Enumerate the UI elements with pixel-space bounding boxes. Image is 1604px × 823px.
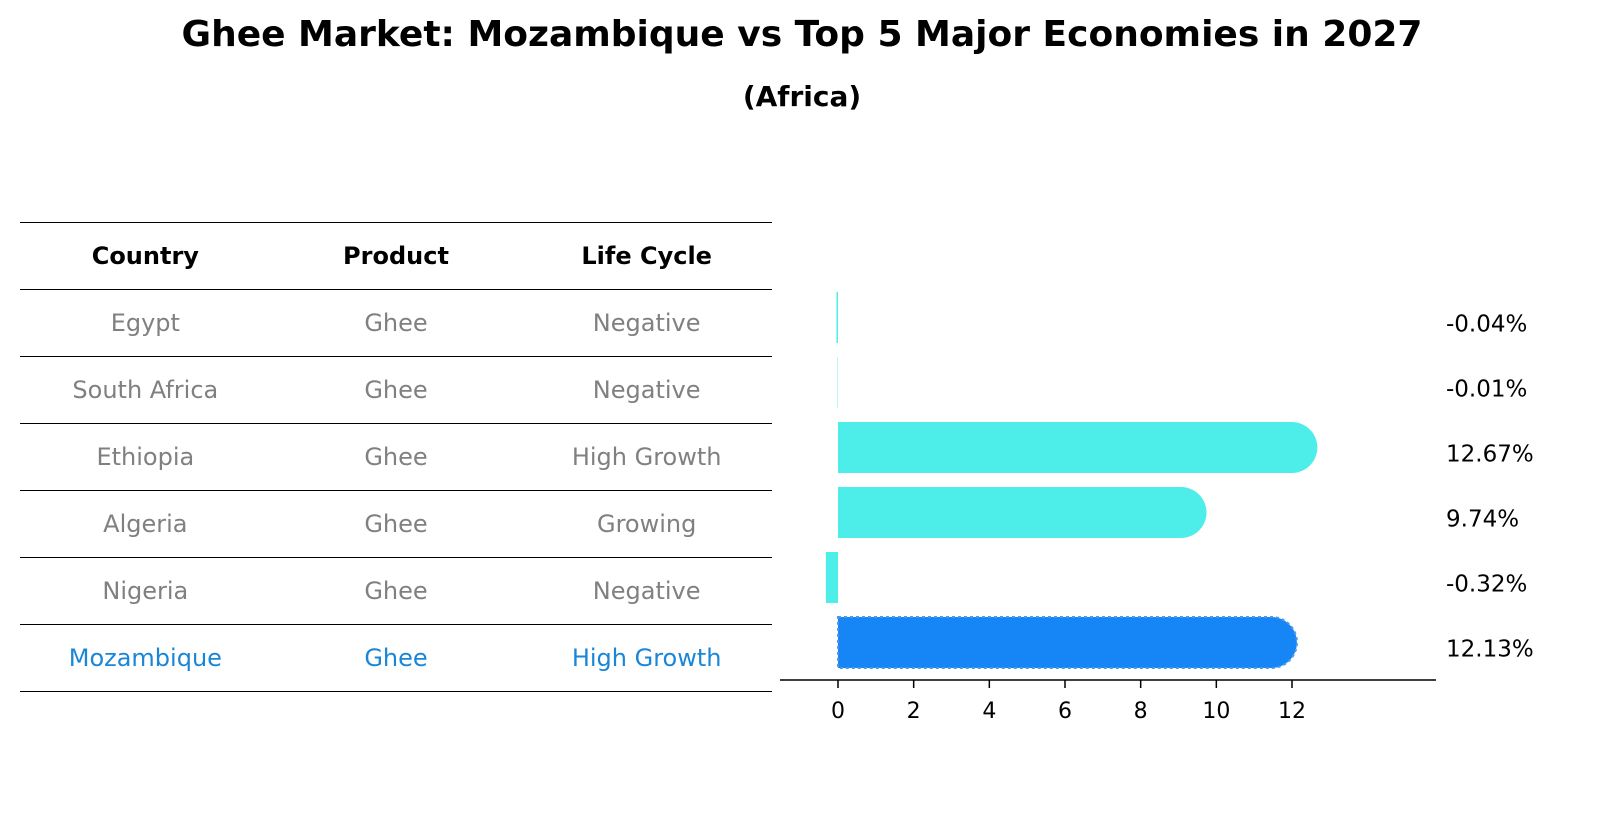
cell-product: Ghee	[270, 289, 522, 357]
cell-country: Egypt	[20, 289, 271, 357]
cell-product: Ghee	[270, 423, 522, 491]
cell-life-cycle: Negative	[521, 289, 772, 357]
x-tick-label: 2	[907, 699, 921, 724]
cell-life-cycle: Negative	[521, 356, 772, 424]
cell-country: South Africa	[20, 356, 271, 424]
bar-outline-mozambique	[837, 616, 1298, 669]
cell-life-cycle: High Growth	[521, 423, 772, 491]
bar-algeria	[838, 487, 1207, 538]
table-row: Ethiopia Ghee High Growth	[20, 423, 772, 491]
column-header-country: Country	[20, 222, 271, 290]
x-tick-label: 6	[1058, 699, 1072, 724]
bar-egypt	[836, 292, 838, 343]
bar-ethiopia	[838, 422, 1318, 473]
value-label-ethiopia: 12.67%	[1446, 442, 1534, 468]
cell-country: Algeria	[20, 490, 271, 558]
cell-life-cycle: Negative	[521, 557, 772, 625]
table-row-highlighted: Mozambique Ghee High Growth	[20, 624, 772, 692]
value-label-nigeria: -0.32%	[1446, 572, 1527, 598]
table-row: South Africa Ghee Negative	[20, 356, 772, 424]
chart-title: Ghee Market: Mozambique vs Top 5 Major E…	[181, 14, 1423, 55]
cell-life-cycle: Growing	[521, 490, 772, 558]
x-tick-label: 4	[982, 699, 996, 724]
bar-mozambique	[838, 617, 1297, 668]
column-header-life-cycle: Life Cycle	[521, 222, 772, 290]
x-tick-label: 8	[1134, 699, 1148, 724]
table-row: Egypt Ghee Negative	[20, 289, 772, 357]
cell-product: Ghee	[270, 356, 522, 424]
cell-life-cycle: High Growth	[521, 624, 772, 692]
cell-country: Mozambique	[20, 624, 271, 692]
cell-country: Nigeria	[20, 557, 271, 625]
x-tick-label: 0	[831, 699, 845, 724]
cell-product: Ghee	[270, 490, 522, 558]
cell-product: Ghee	[270, 624, 522, 692]
table-header-row: Country Product Life Cycle	[20, 222, 772, 290]
x-tick-label: 12	[1278, 699, 1306, 724]
x-tick-label: 10	[1202, 699, 1230, 724]
table-row: Algeria Ghee Growing	[20, 490, 772, 558]
value-label-algeria: 9.74%	[1446, 507, 1519, 533]
value-label-egypt: -0.04%	[1446, 312, 1527, 338]
chart-subtitle: (Africa)	[742, 80, 862, 113]
value-label-mozambique: 12.13%	[1446, 637, 1534, 663]
cell-product: Ghee	[270, 557, 522, 625]
column-header-product: Product	[270, 222, 522, 290]
market-table: Country Product Life Cycle Egypt Ghee Ne…	[20, 222, 772, 692]
bar-chart: -0.04% -0.01% 12.67% 9.74% -0.32% 12.13% 0 2 4 6 8…	[780, 292, 1534, 724]
table-row: Nigeria Ghee Negative	[20, 557, 772, 625]
bar-nigeria	[825, 552, 838, 603]
cell-country: Ethiopia	[20, 423, 271, 491]
value-label-south-africa: -0.01%	[1446, 377, 1527, 403]
